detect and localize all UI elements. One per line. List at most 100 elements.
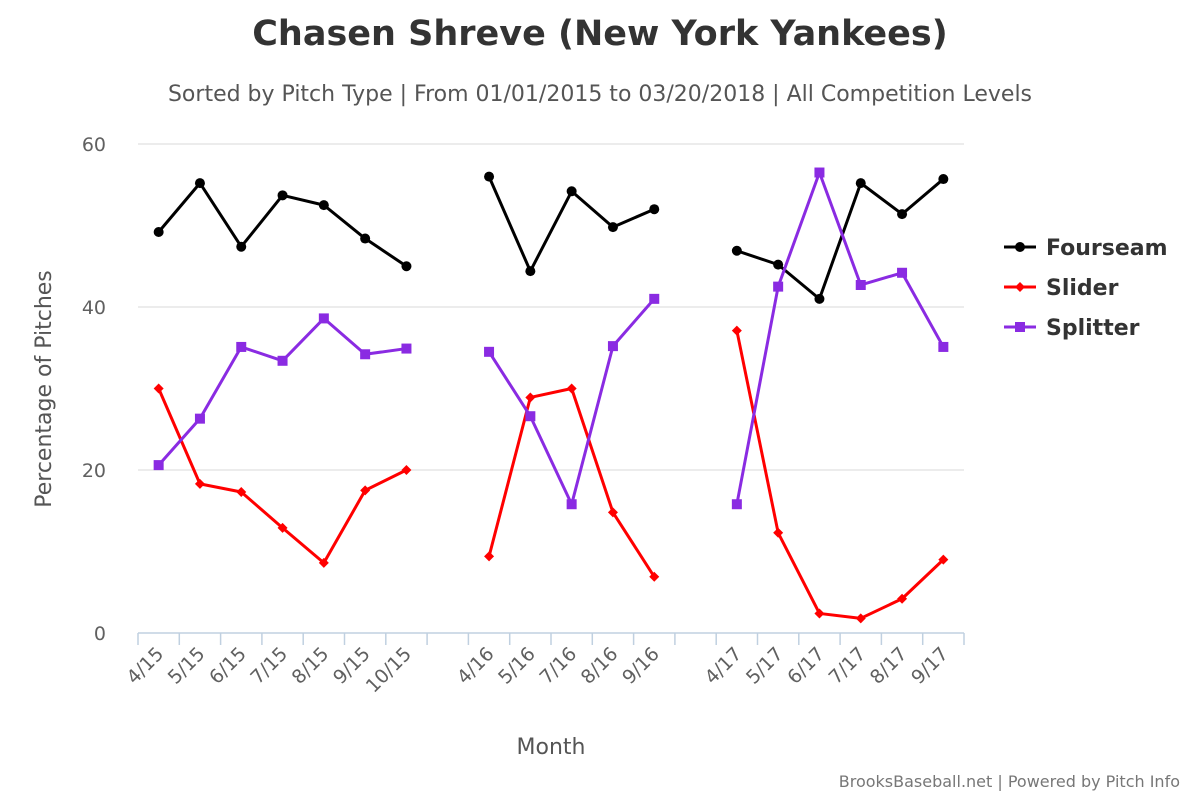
legend-label: Splitter <box>1046 316 1140 341</box>
chart-subtitle: Sorted by Pitch Type | From 01/01/2015 t… <box>167 82 1033 107</box>
splitter-point <box>318 313 329 324</box>
fourseam-point <box>773 259 784 270</box>
fourseam-point <box>649 204 660 215</box>
splitter-point <box>401 343 412 354</box>
slider-point <box>236 487 247 498</box>
x-tick-label: 6/17 <box>783 643 829 689</box>
x-tick-label: 9/17 <box>907 643 953 689</box>
x-tick-label: 4/15 <box>122 643 168 689</box>
slider-point <box>401 465 412 475</box>
fourseam-point <box>153 227 164 238</box>
splitter-point <box>773 281 784 292</box>
slider-point <box>938 554 949 565</box>
splitter-point <box>855 279 866 290</box>
legend-marker <box>1015 322 1025 332</box>
splitter-line <box>487 297 656 506</box>
splitter-point <box>814 167 825 178</box>
x-tick-label: 8/15 <box>288 643 334 689</box>
splitter-point <box>649 293 660 304</box>
legend-item-splitter: Splitter <box>1004 316 1140 341</box>
credits: BrooksBaseball.net | Powered by Pitch In… <box>838 772 1180 791</box>
fourseam-point <box>525 266 536 277</box>
x-axis-title: Month <box>517 735 586 760</box>
slider-point <box>773 527 784 538</box>
splitter-point <box>525 411 536 422</box>
splitter-point <box>153 460 164 471</box>
legend-label: Slider <box>1046 276 1119 301</box>
slider-point <box>277 522 288 533</box>
y-tick-label: 0 <box>94 623 106 645</box>
slider-point <box>153 383 164 394</box>
series-slider <box>153 325 949 624</box>
splitter-point <box>236 341 247 352</box>
slider-point <box>897 593 908 604</box>
grid-lines <box>138 143 964 471</box>
x-tick-label: 8/16 <box>577 643 623 689</box>
splitter-line <box>735 171 945 505</box>
fourseam-point <box>318 200 329 211</box>
x-tick-label: 6/15 <box>205 643 251 689</box>
legend-item-fourseam: Fourseam <box>1004 236 1168 261</box>
fourseam-point <box>401 261 412 272</box>
slider-point <box>484 551 495 562</box>
chart-title: Chasen Shreve (New York Yankees) <box>252 14 948 54</box>
slider-point <box>566 383 577 394</box>
slider-point <box>814 608 825 619</box>
x-tick-label: 5/17 <box>742 643 788 689</box>
slider-point <box>318 557 329 568</box>
fourseam-point <box>897 209 908 220</box>
slider-point <box>360 485 371 496</box>
splitter-point <box>194 413 205 424</box>
x-tick-label: 8/17 <box>866 643 912 689</box>
slider-line <box>487 387 656 578</box>
slider-line <box>735 330 945 620</box>
slider-point <box>194 478 205 489</box>
fourseam-point <box>194 178 205 189</box>
fourseam-point <box>938 174 949 185</box>
slider-point <box>649 571 660 582</box>
x-tick-label: 4/16 <box>453 643 499 689</box>
x-tick-label: 9/16 <box>618 643 664 689</box>
legend-label: Fourseam <box>1046 236 1168 261</box>
y-tick-label: 40 <box>82 297 106 319</box>
y-tick-label: 20 <box>82 460 106 482</box>
splitter-line <box>157 316 407 467</box>
fourseam-point <box>607 222 618 233</box>
splitter-point <box>938 341 949 352</box>
fourseam-point <box>731 245 742 256</box>
legend-item-slider: Slider <box>1004 276 1119 301</box>
splitter-point <box>484 346 495 357</box>
splitter-point <box>731 499 742 510</box>
fourseam-point <box>855 178 866 189</box>
y-axis-title: Percentage of Pitches <box>32 270 57 508</box>
series-fourseam <box>153 171 949 304</box>
fourseam-point <box>814 293 825 304</box>
fourseam-point <box>277 190 288 201</box>
splitter-point <box>607 341 618 352</box>
x-tick-label: 7/17 <box>825 643 871 689</box>
x-tick-label: 4/17 <box>701 643 747 689</box>
fourseam-point <box>360 233 371 244</box>
series-group <box>153 167 949 624</box>
fourseam-point <box>566 186 577 197</box>
splitter-point <box>897 267 908 278</box>
slider-point <box>607 507 618 518</box>
legend-marker <box>1015 242 1025 252</box>
splitter-point <box>277 355 288 366</box>
x-tick-label: 5/16 <box>494 643 540 689</box>
series-splitter <box>153 167 949 510</box>
legend-marker <box>1015 282 1025 292</box>
y-axis-ticks: 0 20 40 60 <box>82 134 106 645</box>
x-tick-label: 5/15 <box>164 643 210 689</box>
splitter-point <box>566 499 577 510</box>
splitter-point <box>360 349 371 360</box>
fourseam-point <box>236 241 247 252</box>
slider-point <box>731 325 742 336</box>
fourseam-point <box>484 171 495 182</box>
fourseam-line <box>736 177 945 301</box>
x-tick-label: 7/16 <box>535 643 581 689</box>
slider-point <box>525 392 536 403</box>
x-tick-label: 7/15 <box>246 643 292 689</box>
